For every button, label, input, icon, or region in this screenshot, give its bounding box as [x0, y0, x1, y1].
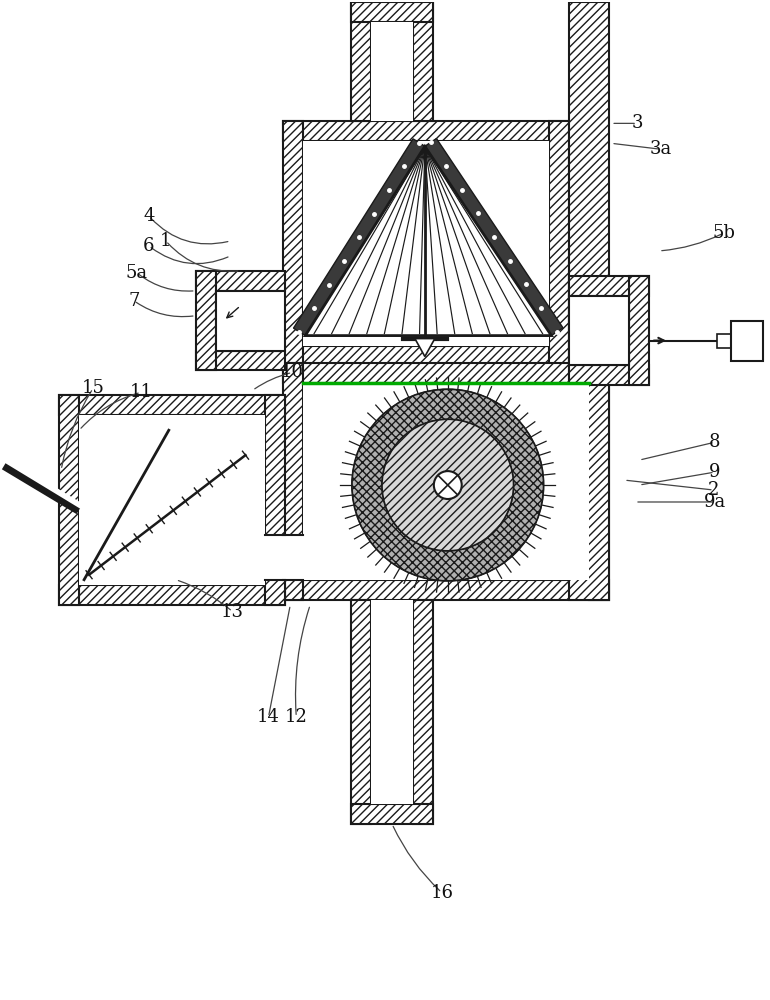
Bar	[303, 383, 589, 580]
Bar	[196, 271, 216, 370]
Bar	[196, 271, 286, 291]
Bar	[216, 291, 286, 351]
Bar	[283, 580, 609, 600]
Text: 16: 16	[430, 884, 454, 902]
Bar	[569, 296, 629, 365]
Bar	[351, 600, 371, 824]
Bar	[59, 395, 286, 415]
Polygon shape	[305, 146, 551, 336]
Text: 1: 1	[160, 232, 172, 250]
Bar	[59, 585, 286, 605]
Bar	[569, 363, 609, 600]
Bar	[266, 535, 286, 580]
Text: 3: 3	[631, 114, 643, 132]
Bar	[569, 276, 649, 296]
Text: 2: 2	[708, 481, 719, 499]
Bar	[351, 804, 433, 824]
Bar	[731, 321, 762, 361]
Bar	[283, 121, 569, 141]
Circle shape	[382, 419, 514, 551]
Bar	[413, 600, 433, 824]
Bar	[283, 535, 303, 580]
Polygon shape	[415, 339, 435, 357]
Text: 4: 4	[143, 207, 155, 225]
Text: 9: 9	[709, 463, 721, 481]
Bar	[79, 415, 266, 585]
Bar	[351, 2, 433, 22]
Bar	[569, 2, 609, 365]
Text: 14: 14	[257, 708, 280, 726]
Bar	[303, 141, 550, 346]
Text: 11: 11	[129, 383, 152, 401]
Bar	[196, 351, 286, 370]
Circle shape	[352, 389, 544, 581]
Circle shape	[434, 471, 462, 499]
Text: 9a: 9a	[704, 493, 726, 511]
Bar	[351, 2, 371, 121]
Text: 12: 12	[285, 708, 308, 726]
Text: 13: 13	[221, 603, 244, 621]
Text: 5a: 5a	[126, 264, 148, 282]
Bar	[283, 346, 569, 365]
Text: 10: 10	[281, 363, 304, 381]
Bar	[589, 363, 609, 600]
Bar	[569, 365, 649, 385]
Text: 6: 6	[143, 237, 155, 255]
Polygon shape	[293, 139, 425, 336]
Bar	[629, 276, 649, 385]
Text: 15: 15	[82, 379, 105, 397]
Bar	[717, 334, 731, 348]
Text: 8: 8	[709, 433, 721, 451]
Bar	[283, 363, 303, 600]
Bar	[283, 121, 303, 365]
Bar	[550, 121, 569, 365]
Bar	[371, 22, 413, 121]
Text: 5b: 5b	[712, 224, 735, 242]
Bar	[266, 395, 286, 605]
Bar	[371, 600, 413, 804]
Text: 3a: 3a	[650, 140, 672, 158]
Text: 7: 7	[129, 292, 139, 310]
Bar	[59, 395, 79, 605]
Polygon shape	[425, 139, 563, 336]
Bar	[283, 363, 609, 383]
Bar	[413, 2, 433, 121]
